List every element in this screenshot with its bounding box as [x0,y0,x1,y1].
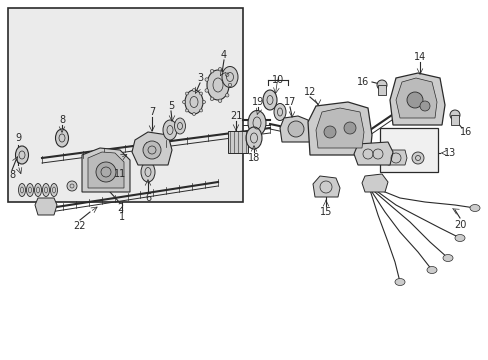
Ellipse shape [26,184,34,197]
Text: 16: 16 [356,77,368,87]
Text: 8: 8 [9,170,15,180]
Text: 9: 9 [15,133,21,143]
Ellipse shape [225,94,228,97]
Circle shape [287,121,304,137]
Ellipse shape [228,83,231,87]
Bar [227,131,247,153]
Polygon shape [132,132,172,165]
Bar [450,115,458,125]
Text: 22: 22 [74,221,86,231]
Ellipse shape [141,162,155,182]
Ellipse shape [273,104,285,121]
Ellipse shape [210,69,213,73]
Polygon shape [353,142,392,165]
Text: 18: 18 [247,153,260,163]
Text: 20: 20 [453,220,465,230]
Ellipse shape [204,78,208,81]
Text: 2: 2 [117,203,123,213]
Circle shape [406,92,422,108]
Ellipse shape [163,120,177,140]
Polygon shape [82,148,130,192]
Text: 6: 6 [144,193,151,203]
Text: 14: 14 [413,52,425,62]
Ellipse shape [184,90,203,114]
Polygon shape [88,152,124,188]
Polygon shape [395,78,436,118]
Polygon shape [312,176,339,197]
Ellipse shape [247,111,265,135]
Ellipse shape [411,152,423,164]
Text: 21: 21 [229,111,242,121]
Ellipse shape [185,92,188,95]
Text: 7: 7 [148,107,155,117]
Circle shape [419,101,429,111]
Ellipse shape [263,90,276,110]
Ellipse shape [394,279,404,285]
Polygon shape [385,150,406,165]
Ellipse shape [449,110,459,120]
Bar [8,8,243,202]
Ellipse shape [206,70,228,100]
Ellipse shape [35,184,41,197]
Polygon shape [315,108,363,148]
Ellipse shape [469,204,479,212]
Polygon shape [35,198,57,215]
Ellipse shape [50,184,58,197]
Ellipse shape [376,80,386,90]
Circle shape [343,122,355,134]
Bar [377,85,385,95]
Polygon shape [280,116,311,142]
Text: 12: 12 [303,87,316,97]
Ellipse shape [199,92,202,95]
Ellipse shape [182,100,185,104]
Text: 10: 10 [271,75,284,85]
Text: 4: 4 [221,50,226,60]
Text: 11: 11 [114,169,126,179]
Text: 15: 15 [319,207,331,217]
Ellipse shape [202,100,205,104]
Ellipse shape [245,127,262,149]
Ellipse shape [442,255,452,261]
Polygon shape [389,73,444,125]
Circle shape [324,126,335,138]
Ellipse shape [204,89,208,92]
Ellipse shape [222,67,238,87]
Text: 3: 3 [197,73,203,83]
Ellipse shape [225,73,228,76]
Ellipse shape [218,99,222,103]
Ellipse shape [42,184,49,197]
Text: 5: 5 [167,101,174,111]
Circle shape [96,162,116,182]
Polygon shape [307,102,371,155]
Text: 13: 13 [443,148,455,158]
Bar [379,128,437,172]
Ellipse shape [192,89,195,91]
Ellipse shape [185,109,188,112]
Circle shape [142,141,161,159]
Text: 1: 1 [119,212,125,222]
Text: 19: 19 [251,97,264,107]
Ellipse shape [454,234,464,242]
Ellipse shape [192,112,195,116]
Ellipse shape [19,184,25,197]
Text: 17: 17 [283,97,296,107]
Ellipse shape [174,118,185,134]
Text: 16: 16 [459,127,471,137]
Ellipse shape [16,146,28,164]
Ellipse shape [199,109,202,112]
Ellipse shape [67,181,77,191]
Polygon shape [361,174,387,192]
Ellipse shape [210,97,213,100]
Ellipse shape [218,67,222,71]
Ellipse shape [55,129,68,147]
Text: 8: 8 [59,115,65,125]
Ellipse shape [426,266,436,274]
